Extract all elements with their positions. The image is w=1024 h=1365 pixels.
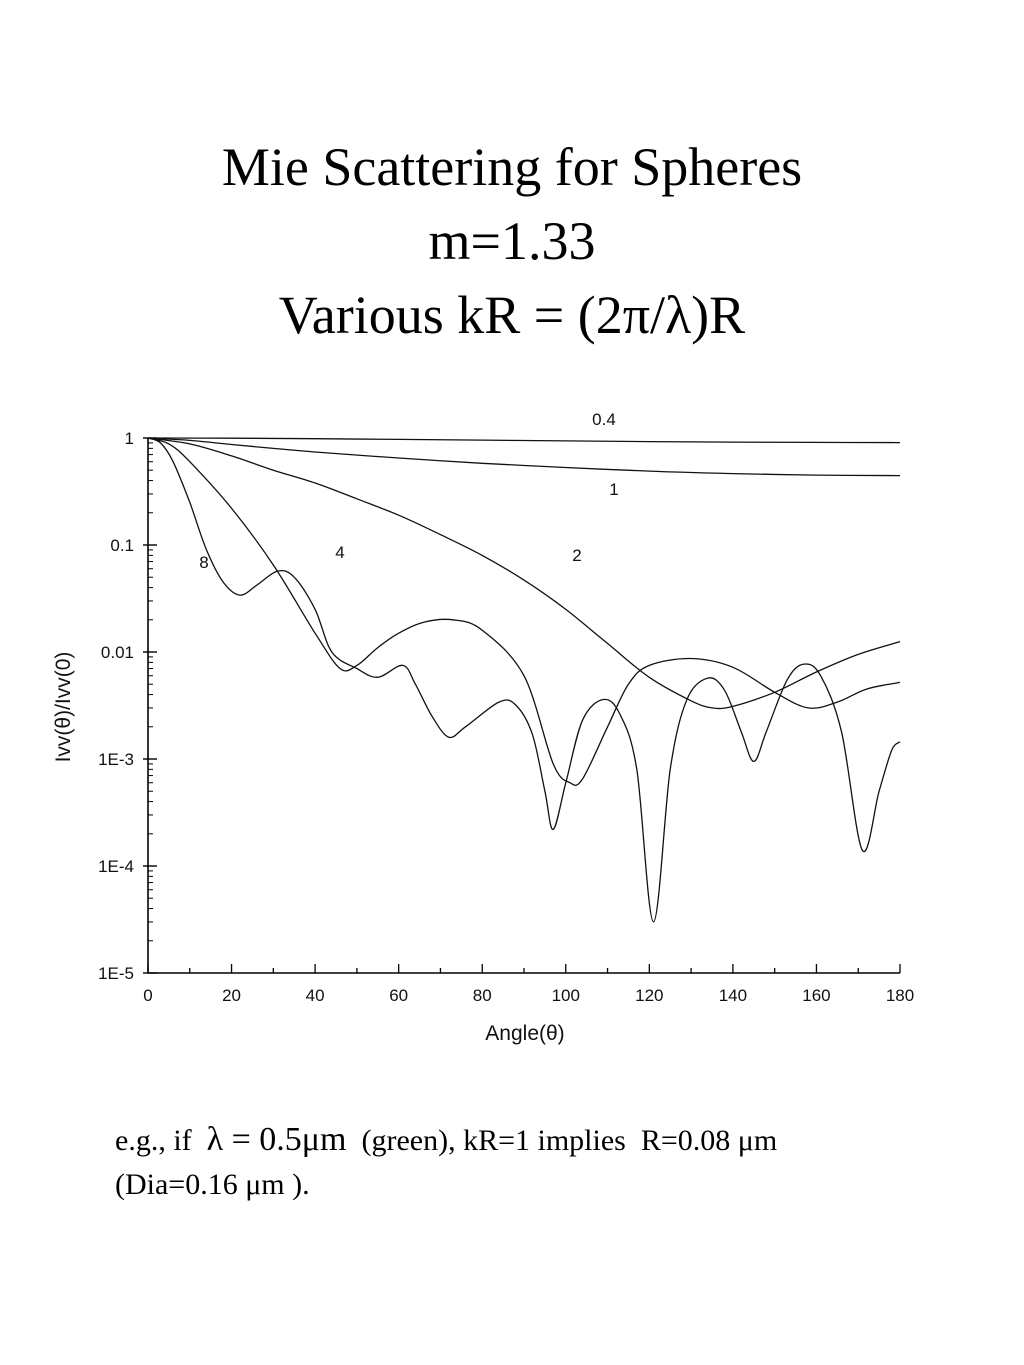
y-tick-label: 1E-3: [98, 750, 134, 769]
slide-title: Mie Scattering for Spheres m=1.33 Variou…: [0, 130, 1024, 352]
y-tick-label: 0.01: [101, 643, 134, 662]
title-line-1: Mie Scattering for Spheres: [221, 137, 803, 197]
footnote-line-2: (Dia=0.16 μm ).: [115, 1168, 310, 1201]
x-tick-label: 180: [886, 986, 914, 1005]
y-tick-label: 1: [125, 429, 134, 448]
footnote-unit: μm: [737, 1124, 778, 1157]
series-label-kr-0-4: 0.4: [592, 410, 616, 429]
x-tick-label: 60: [389, 986, 408, 1005]
y-axis-label: Ivv(θ)/Ivv(0): [52, 652, 75, 763]
title-line-2: m=1.33: [428, 211, 596, 271]
series-label-kr-4: 4: [335, 543, 344, 562]
series-label-kr-2: 2: [572, 546, 581, 565]
x-tick-label: 20: [222, 986, 241, 1005]
series-line-kr-8: [147, 437, 901, 923]
chart-ticks: 0 20 40 60 80 100 120 140 160 180 1 0.1 0.01 1E-3 1E-4…: [98, 429, 914, 1005]
title-line-3: Various kR = (2π/λ)R: [278, 285, 746, 345]
mie-scattering-chart: 0 20 40 60 80 100 120 140 160 180 1 0.1 0.01 1E-3 1E-4…: [52, 410, 914, 1045]
x-tick-label: 120: [635, 986, 663, 1005]
series-line-kr-4: [147, 437, 901, 786]
x-tick-label: 160: [802, 986, 830, 1005]
x-axis-label: Angle(θ): [485, 1022, 564, 1045]
x-tick-label: 140: [719, 986, 747, 1005]
wavelength-equation: λ = 0.5μm: [206, 1121, 347, 1158]
chart-series-labels: 0.4 1 2 4 8: [199, 410, 618, 572]
series-line-kr-0-4: [147, 437, 901, 444]
y-tick-label: 1E-5: [98, 964, 134, 983]
chart-series: [147, 437, 901, 923]
footnote: e.g., if λ = 0.5μm (green), kR=1 implies…: [115, 1118, 1015, 1207]
y-tick-label: 1E-4: [98, 857, 134, 876]
series-line-kr-1: [147, 437, 901, 477]
y-tick-label: 0.1: [110, 536, 134, 555]
series-line-kr-2: [147, 437, 901, 710]
x-tick-label: 80: [473, 986, 492, 1005]
series-label-kr-8: 8: [199, 553, 208, 572]
footnote-line-1: e.g., if λ = 0.5μm (green), kR=1 implies…: [115, 1118, 1015, 1163]
x-tick-label: 40: [306, 986, 325, 1005]
x-tick-label: 100: [552, 986, 580, 1005]
footnote-middle: (green), kR=1 implies R=0.08: [353, 1124, 731, 1157]
chart-axes: [147, 438, 900, 974]
series-label-kr-1: 1: [609, 480, 618, 499]
x-tick-label: 0: [143, 986, 152, 1005]
footnote-prefix: e.g., if: [115, 1124, 200, 1157]
